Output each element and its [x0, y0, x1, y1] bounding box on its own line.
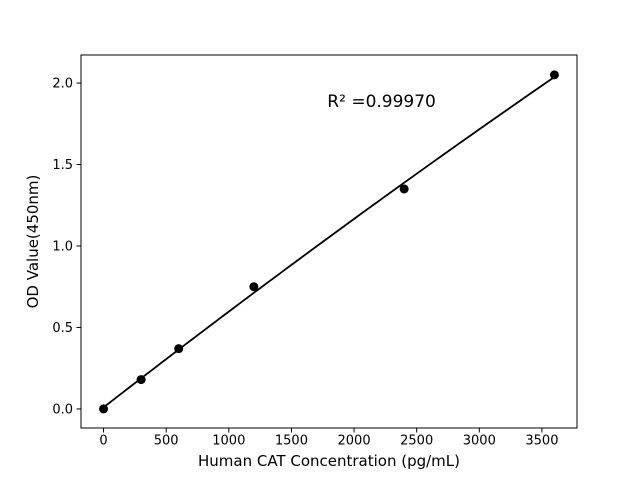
- y-tick-label: 1.5: [52, 158, 73, 173]
- x-axis-ticks: 0 500 1000 1500 2000 2500 3000 3500: [99, 428, 558, 449]
- x-tick-label: 3500: [525, 434, 558, 449]
- x-tick-label: 1500: [275, 434, 308, 449]
- y-axis-label: OD Value(450nm): [24, 175, 42, 309]
- y-tick-label: 2.0: [52, 77, 73, 92]
- fit-line: [102, 76, 556, 409]
- data-point: [549, 70, 559, 80]
- y-tick-label: 1.0: [52, 239, 73, 254]
- y-axis-ticks: 0.0 0.5 1.0 1.5 2.0: [52, 77, 81, 417]
- data-point: [249, 282, 259, 292]
- x-tick-label: 1000: [212, 434, 245, 449]
- r-squared-annotation: R² =0.99970: [327, 92, 436, 112]
- x-axis-label: Human CAT Concentration (pg/mL): [198, 452, 460, 470]
- data-points: [99, 70, 559, 414]
- data-point: [399, 184, 409, 194]
- y-tick-label: 0.5: [52, 321, 73, 336]
- data-point: [136, 375, 146, 385]
- y-tick-label: 0.0: [52, 402, 73, 417]
- plot-area: [80, 54, 578, 429]
- x-tick-label: 2000: [338, 434, 371, 449]
- x-tick-label: 2500: [400, 434, 433, 449]
- x-tick-label: 500: [154, 434, 179, 449]
- x-tick-label: 3000: [463, 434, 496, 449]
- data-point: [99, 404, 109, 414]
- x-tick-label: 0: [99, 434, 107, 449]
- data-point: [174, 344, 184, 354]
